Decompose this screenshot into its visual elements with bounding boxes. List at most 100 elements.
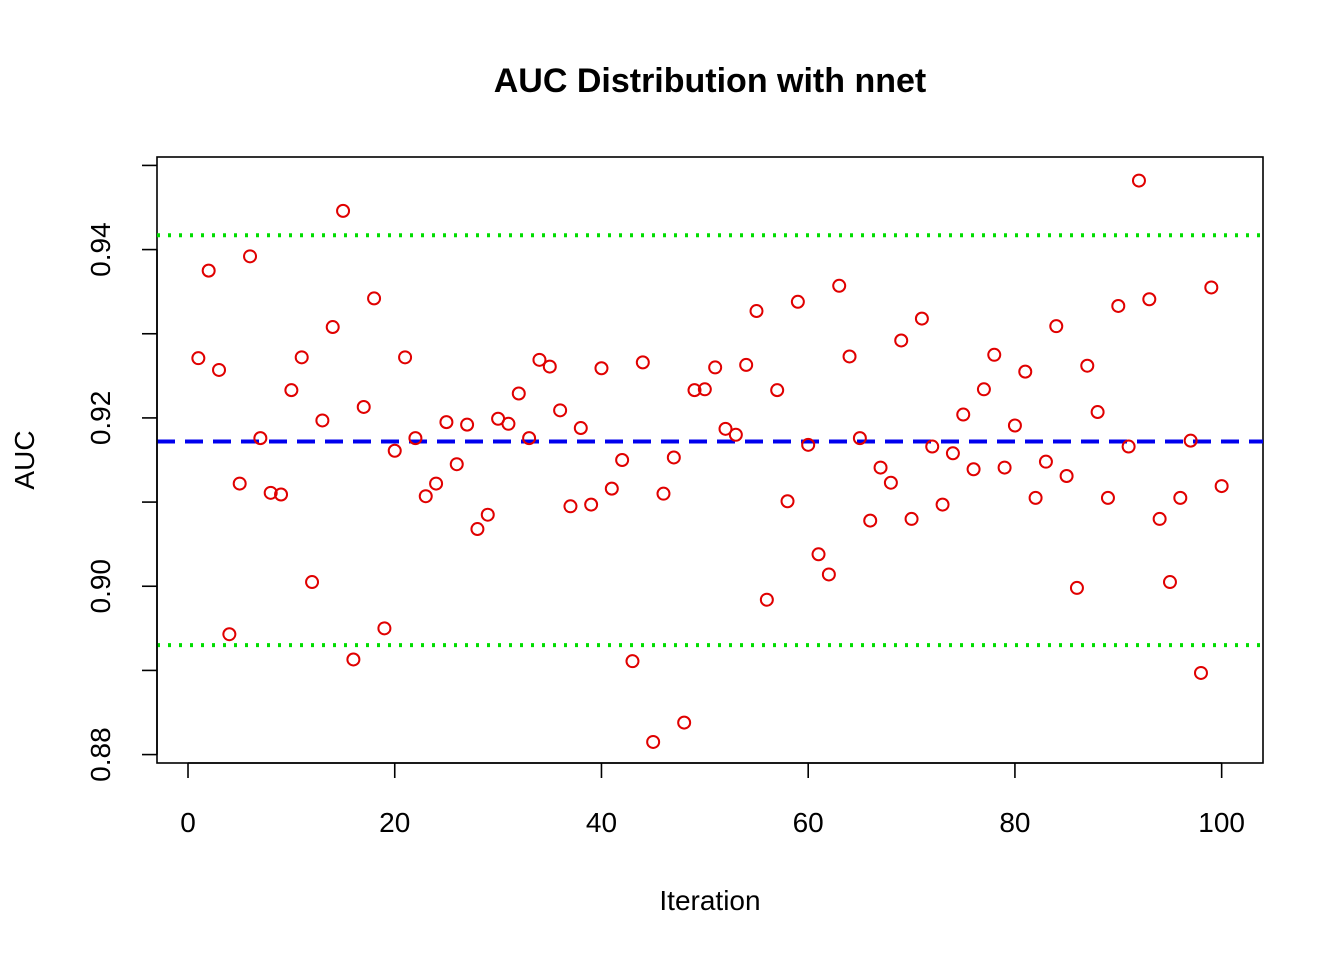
y-axis: 0.88 0.90 0.92 0.94 [85,164,158,782]
data-point [708,360,723,375]
data-point [770,383,785,398]
data-point [790,294,805,309]
data-point [1152,511,1167,526]
data-point [346,652,361,667]
data-point [1038,454,1053,469]
data-point [284,383,299,398]
data-point [232,476,247,491]
data-point [925,439,940,454]
data-point [615,453,630,467]
data-point [315,413,330,428]
data-point [336,203,351,218]
data-point [418,489,433,504]
data-point [532,352,547,367]
data-point [801,437,816,452]
data-point [191,351,206,366]
data-point [832,278,847,293]
x-axis-label: Iteration [659,885,760,916]
x-tick-label: 40 [586,807,617,838]
data-point [501,416,516,431]
data-point [222,627,237,642]
data-point [780,494,795,509]
data-point [429,476,444,491]
data-point [1193,665,1208,680]
x-tick-label: 80 [999,807,1030,838]
data-point [666,450,681,465]
data-point [677,715,692,730]
data-point [253,431,268,446]
data-point [398,350,413,365]
data-point [656,486,671,501]
data-point [966,462,981,477]
data-point [1162,575,1177,590]
data-point [387,443,402,458]
data-point [604,481,619,496]
data-point [1173,490,1188,505]
data-point [852,431,867,446]
data-point [584,497,599,512]
y-axis-label: AUC [9,430,40,489]
data-point [997,460,1012,475]
y-tick-label: 0.92 [85,391,116,446]
data-point [945,446,960,461]
data-point [263,485,278,500]
data-point [1131,173,1146,188]
x-tick-label: 100 [1198,807,1245,838]
chart-title: AUC Distribution with nnet [494,62,927,100]
data-point [914,311,929,326]
data-point [749,304,764,319]
data-point [1028,490,1043,505]
data-point [243,249,258,264]
data-point [728,427,743,442]
data-point [987,347,1002,362]
data-point [976,382,991,397]
data-point [1059,468,1074,483]
data-point [625,654,640,669]
data-point [480,507,495,522]
data-point [511,386,526,401]
x-tick-label: 0 [180,807,196,838]
plot-frame [156,156,1264,764]
data-point [697,382,712,397]
data-point [1100,490,1115,505]
data-point [842,349,857,364]
data-point [325,320,340,335]
data-point [294,350,309,365]
data-point [687,383,702,398]
data-point [759,592,774,607]
data-point [904,511,919,526]
data-point [356,399,371,414]
data-point [718,421,733,436]
data-point [573,421,588,436]
data-point [894,333,909,348]
data-point [377,621,392,636]
data-point [1121,439,1136,454]
data-point [956,407,971,422]
y-tick-label: 0.88 [85,727,116,782]
data-point [1111,298,1126,313]
data-points [191,173,1229,749]
data-point [1049,319,1064,334]
data-point [553,403,568,418]
x-tick-label: 20 [379,807,410,838]
data-point [522,431,537,446]
data-point [439,415,454,430]
data-point [1080,358,1095,373]
data-point [367,291,382,306]
data-point [1018,364,1033,379]
data-point [201,263,216,278]
data-point [1007,418,1022,433]
data-point [305,575,320,590]
x-axis: 0 20 40 60 80 100 [180,762,1245,838]
data-point [212,362,227,377]
data-point [1204,280,1219,295]
data-point [460,417,475,432]
data-point [1214,479,1229,494]
data-point [739,357,754,372]
data-point [449,457,464,472]
data-point [274,487,289,502]
data-point [470,522,485,537]
data-point [594,361,609,376]
data-point [873,460,888,475]
